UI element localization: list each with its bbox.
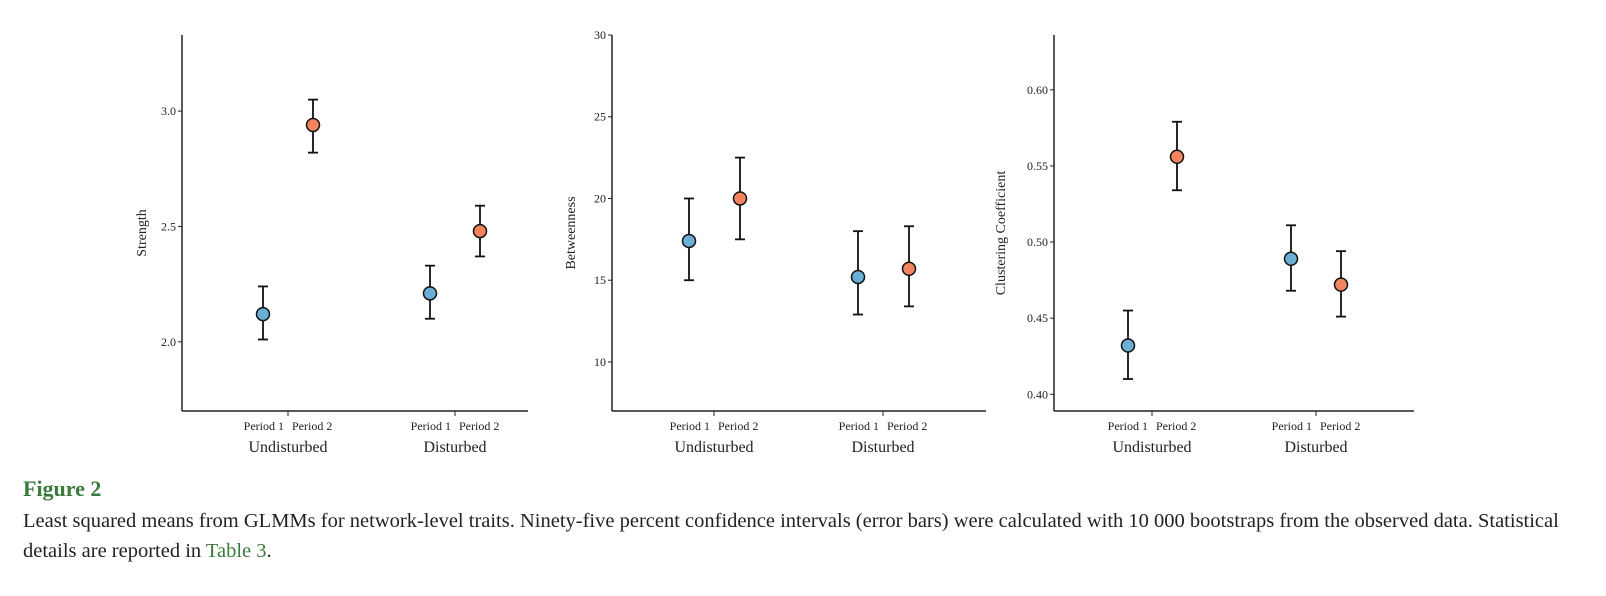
y-tick-label: 25: [594, 110, 606, 124]
mean-point: [850, 269, 866, 285]
period-label: Period 1: [244, 419, 284, 433]
period-label: Period 2: [718, 419, 758, 433]
y-tick-label: 3.0: [161, 104, 176, 118]
period-label: Period 2: [1156, 419, 1196, 433]
mean-point: [1169, 149, 1185, 165]
y-tick-label: 2.0: [161, 335, 176, 349]
y-tick-label: 0.45: [1027, 311, 1048, 325]
y-tick-label: 2.5: [161, 219, 176, 233]
group-label: Disturbed: [423, 439, 486, 456]
y-tick-label: 15: [594, 273, 606, 287]
period-label: Period 2: [887, 419, 927, 433]
y-axis-title: Betweenness: [564, 196, 579, 269]
mean-point: [305, 117, 321, 133]
figure-title: Figure 2: [23, 476, 102, 501]
y-axis-title: Clustering Coefficient: [994, 171, 1009, 296]
group-label: Disturbed: [851, 439, 914, 456]
mean-point: [901, 261, 917, 277]
caption-body: Least squared means from GLMMs for netwo…: [23, 510, 1559, 562]
group-label: Undisturbed: [1112, 439, 1191, 456]
figure-charts: 2.0 2.5 3.0 Strength Undisturbed Period 1 Peri…: [135, 28, 1414, 456]
mean-point: [1120, 338, 1136, 353]
mean-point: [732, 191, 748, 206]
y-tick-label: 0.40: [1027, 387, 1048, 401]
y-tick-label: 30: [594, 28, 606, 42]
mean-point: [1283, 251, 1299, 267]
mean-point: [422, 286, 438, 301]
period-label: Period 1: [1272, 419, 1312, 433]
y-tick-label: 10: [594, 355, 606, 369]
mean-point: [1333, 277, 1349, 292]
y-tick-label: 0.60: [1027, 83, 1048, 97]
period-label: Period 1: [1108, 419, 1148, 433]
y-axis-title: Strength: [135, 209, 150, 256]
mean-point: [472, 223, 488, 239]
mean-point: [255, 306, 271, 322]
y-tick-label: 0.55: [1027, 159, 1048, 173]
y-tick-label: 20: [594, 191, 606, 205]
mean-point: [681, 233, 697, 249]
y-tick-label: 0.50: [1027, 235, 1048, 249]
period-label: Period 1: [670, 419, 710, 433]
group-label: Undisturbed: [674, 439, 753, 456]
period-label: Period 2: [1320, 419, 1360, 433]
period-label: Period 1: [411, 419, 451, 433]
table-3-link[interactable]: Table 3: [205, 540, 267, 562]
figure-caption-text: Least squared means from GLMMs for netwo…: [23, 506, 1583, 566]
group-label: Disturbed: [1284, 439, 1347, 456]
group-label: Undisturbed: [248, 439, 327, 456]
period-label: Period 2: [459, 419, 499, 433]
figure-caption: Figure 2 Least squared means from GLMMs …: [23, 476, 1583, 566]
caption-period: .: [266, 540, 272, 562]
period-label: Period 1: [839, 419, 879, 433]
period-label: Period 2: [292, 419, 332, 433]
